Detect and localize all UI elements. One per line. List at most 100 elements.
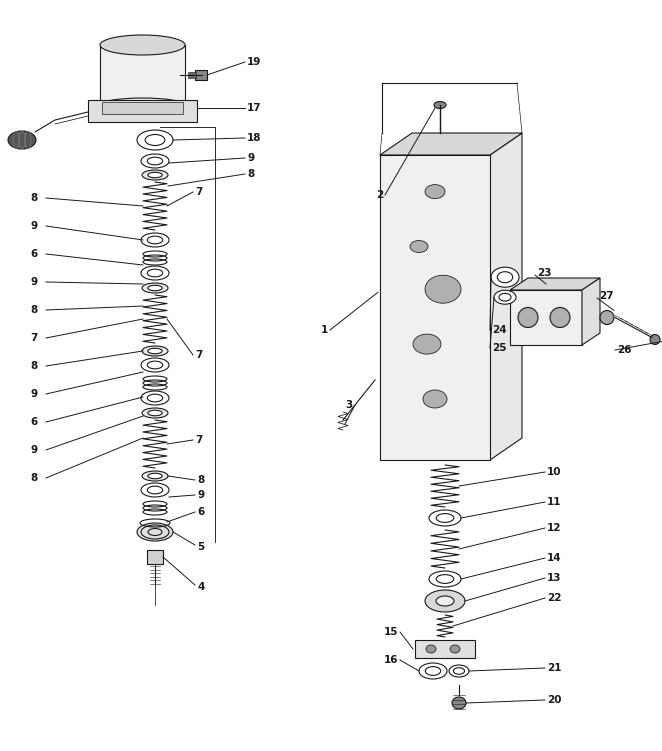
Ellipse shape xyxy=(550,307,570,327)
Text: 6: 6 xyxy=(30,417,38,427)
Text: 25: 25 xyxy=(492,343,506,353)
Ellipse shape xyxy=(141,358,169,372)
Ellipse shape xyxy=(141,483,169,497)
Text: 21: 21 xyxy=(547,663,561,673)
Ellipse shape xyxy=(518,307,538,327)
Bar xyxy=(195,70,207,80)
Bar xyxy=(510,290,582,345)
Ellipse shape xyxy=(429,571,461,587)
Ellipse shape xyxy=(453,668,465,674)
Ellipse shape xyxy=(426,645,436,653)
Ellipse shape xyxy=(452,697,466,709)
Ellipse shape xyxy=(141,154,169,168)
Ellipse shape xyxy=(100,35,185,55)
Ellipse shape xyxy=(436,514,453,523)
Text: 8: 8 xyxy=(30,473,38,483)
Ellipse shape xyxy=(436,596,454,606)
Ellipse shape xyxy=(148,236,163,244)
Ellipse shape xyxy=(429,510,461,526)
Ellipse shape xyxy=(137,523,173,541)
Ellipse shape xyxy=(142,283,168,293)
Ellipse shape xyxy=(148,410,162,416)
Text: 7: 7 xyxy=(195,350,203,360)
Polygon shape xyxy=(490,133,522,460)
Text: 8: 8 xyxy=(247,169,254,179)
Text: 24: 24 xyxy=(492,325,506,335)
Text: 7: 7 xyxy=(195,435,203,445)
Ellipse shape xyxy=(148,348,162,354)
Polygon shape xyxy=(88,100,197,122)
Text: 1: 1 xyxy=(321,325,328,335)
Ellipse shape xyxy=(148,394,163,402)
Ellipse shape xyxy=(449,665,469,677)
Ellipse shape xyxy=(141,233,169,247)
Ellipse shape xyxy=(499,294,511,301)
Text: 11: 11 xyxy=(547,497,561,507)
Text: 4: 4 xyxy=(197,582,205,592)
Ellipse shape xyxy=(434,101,446,108)
Text: 9: 9 xyxy=(31,221,38,231)
Ellipse shape xyxy=(148,486,163,494)
Ellipse shape xyxy=(142,346,168,356)
Bar xyxy=(100,45,185,105)
Bar xyxy=(415,640,475,658)
Text: 9: 9 xyxy=(31,445,38,455)
Text: 15: 15 xyxy=(383,627,398,637)
Polygon shape xyxy=(380,133,522,155)
Ellipse shape xyxy=(8,131,36,149)
Ellipse shape xyxy=(410,240,428,252)
Ellipse shape xyxy=(148,172,162,178)
Ellipse shape xyxy=(148,361,163,369)
Ellipse shape xyxy=(425,275,461,303)
Ellipse shape xyxy=(600,310,614,324)
Text: 2: 2 xyxy=(376,190,383,200)
Text: 26: 26 xyxy=(617,345,632,355)
Bar xyxy=(147,550,163,564)
Ellipse shape xyxy=(494,290,516,304)
Ellipse shape xyxy=(145,134,165,146)
Bar xyxy=(188,72,196,78)
Text: 13: 13 xyxy=(547,573,561,583)
Text: 5: 5 xyxy=(197,542,205,552)
Ellipse shape xyxy=(491,267,519,287)
Polygon shape xyxy=(582,278,600,345)
Text: 19: 19 xyxy=(247,57,261,67)
Text: 9: 9 xyxy=(197,490,204,500)
Text: 12: 12 xyxy=(547,523,561,533)
Ellipse shape xyxy=(425,590,465,612)
Ellipse shape xyxy=(148,269,163,277)
Bar xyxy=(102,102,183,114)
Ellipse shape xyxy=(497,272,512,282)
Ellipse shape xyxy=(141,391,169,405)
Text: 8: 8 xyxy=(197,475,205,485)
Text: 6: 6 xyxy=(197,507,205,517)
Ellipse shape xyxy=(413,334,441,354)
Text: 23: 23 xyxy=(537,268,551,278)
Text: 16: 16 xyxy=(383,655,398,665)
Ellipse shape xyxy=(148,285,162,291)
Ellipse shape xyxy=(148,473,162,478)
Text: 3: 3 xyxy=(346,400,353,410)
Text: 9: 9 xyxy=(31,389,38,399)
Ellipse shape xyxy=(436,575,453,584)
Text: 20: 20 xyxy=(547,695,561,705)
Ellipse shape xyxy=(137,130,173,150)
Text: 10: 10 xyxy=(547,467,561,477)
Text: 9: 9 xyxy=(31,277,38,287)
Text: 8: 8 xyxy=(30,305,38,315)
Ellipse shape xyxy=(142,471,168,481)
Text: 7: 7 xyxy=(30,333,38,343)
Ellipse shape xyxy=(141,266,169,280)
Ellipse shape xyxy=(650,334,660,345)
Ellipse shape xyxy=(419,663,447,679)
Polygon shape xyxy=(510,278,600,290)
Ellipse shape xyxy=(148,157,163,165)
Text: 17: 17 xyxy=(247,103,261,113)
Ellipse shape xyxy=(100,98,185,112)
Text: 8: 8 xyxy=(30,361,38,371)
Bar xyxy=(380,155,490,460)
Ellipse shape xyxy=(142,170,168,180)
Ellipse shape xyxy=(425,667,441,675)
Text: 6: 6 xyxy=(30,249,38,259)
Text: 9: 9 xyxy=(247,153,254,163)
